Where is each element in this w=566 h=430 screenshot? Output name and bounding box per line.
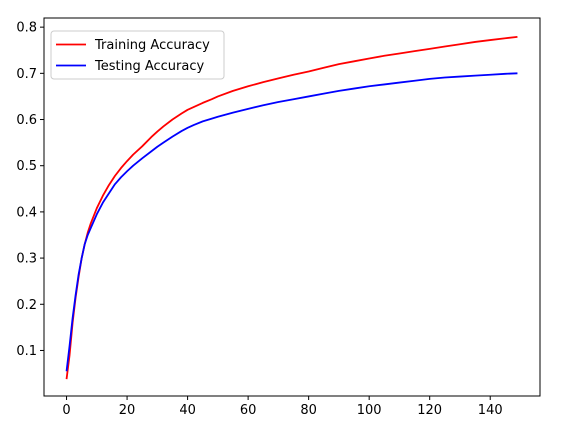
- plot-frame: [43, 17, 541, 397]
- y-tick-label: 0.8: [16, 21, 37, 36]
- y-tick-label: 0.7: [16, 67, 37, 82]
- x-tick-label: 120: [417, 403, 442, 418]
- x-tick-label: 140: [478, 403, 503, 418]
- legend-label-testing: Testing Accuracy: [94, 59, 204, 74]
- x-tick-label: 100: [357, 403, 382, 418]
- series-layer: [65, 35, 518, 380]
- ticks-layer: 0 20 40 60 80 100 120 140 0.1 0.2 0.3 0.4 0.5 0.6 0.7 0…: [16, 21, 502, 418]
- y-tick-label: 0.5: [16, 159, 37, 174]
- y-tick-label: 0.3: [16, 252, 37, 267]
- y-tick-label: 0.1: [16, 344, 37, 359]
- y-tick-label: 0.2: [16, 298, 37, 313]
- y-tick-label: 0.4: [16, 205, 37, 220]
- x-tick-label: 60: [240, 403, 257, 418]
- x-tick-label: 20: [119, 403, 136, 418]
- legend-frame: [50, 30, 225, 80]
- x-tick-label: 40: [179, 403, 196, 418]
- series-line-testing: [65, 72, 518, 372]
- x-tick-label: 80: [300, 403, 317, 418]
- y-tick-label: 0.6: [16, 113, 37, 128]
- legend: Training Accuracy Testing Accuracy: [50, 30, 225, 80]
- legend-label-training: Training Accuracy: [94, 38, 210, 53]
- series-line-training: [65, 35, 518, 380]
- x-tick-label: 0: [62, 403, 70, 418]
